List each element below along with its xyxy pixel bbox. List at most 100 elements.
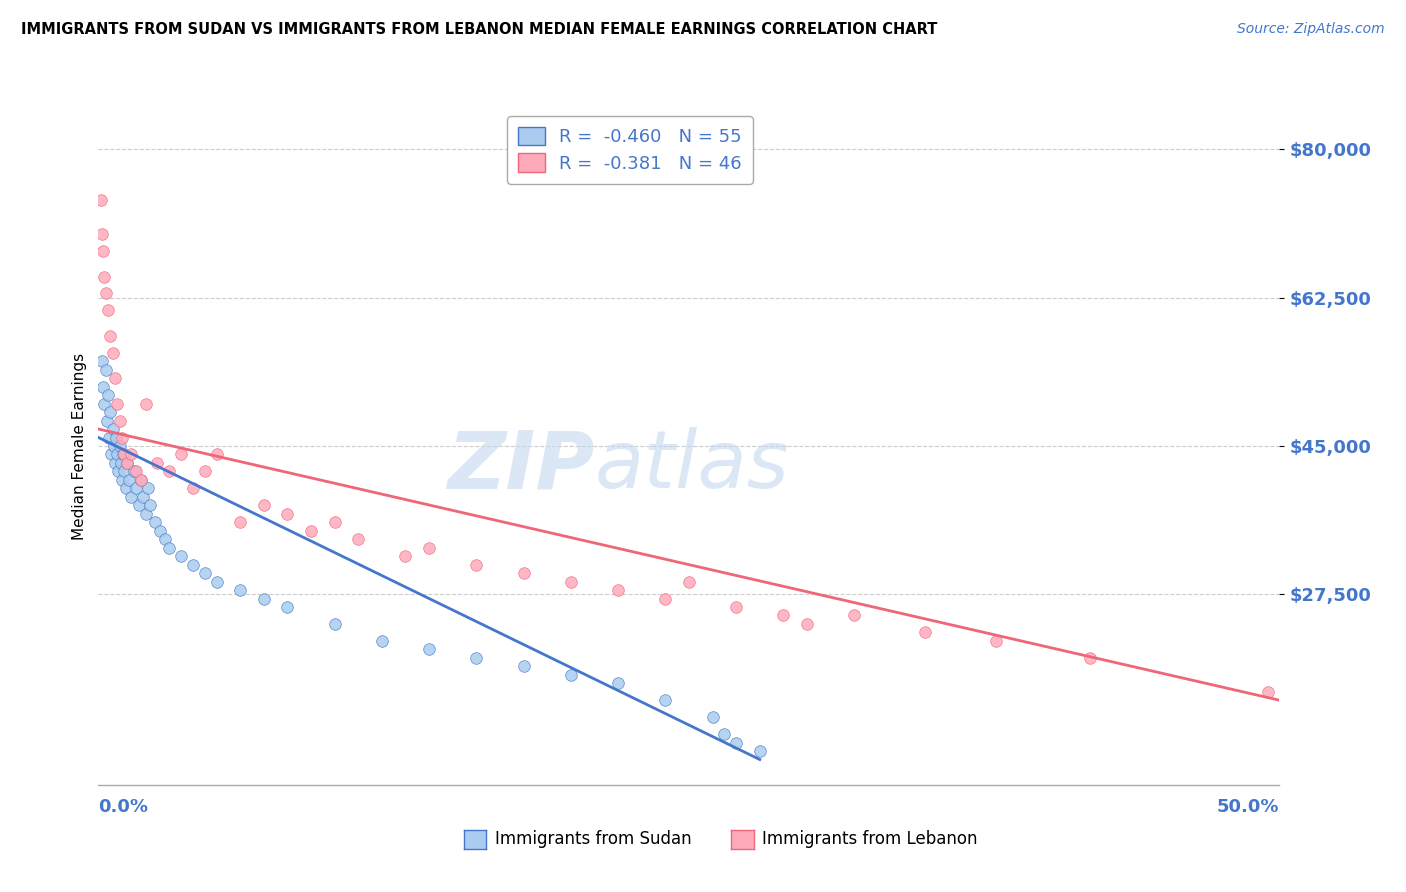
Point bbox=[170, 447, 193, 462]
Point bbox=[128, 498, 150, 512]
Point bbox=[371, 633, 394, 648]
Point bbox=[110, 456, 132, 470]
Text: 0.0%: 0.0% bbox=[98, 798, 149, 816]
Text: IMMIGRANTS FROM SUDAN VS IMMIGRANTS FROM LEBANON MEDIAN FEMALE EARNINGS CORRELAT: IMMIGRANTS FROM SUDAN VS IMMIGRANTS FROM… bbox=[21, 22, 938, 37]
Point bbox=[418, 642, 440, 657]
Point bbox=[607, 676, 630, 690]
Point bbox=[253, 591, 276, 606]
Point bbox=[194, 464, 217, 478]
Point bbox=[115, 456, 138, 470]
Point bbox=[91, 380, 114, 394]
Point bbox=[121, 447, 143, 462]
Point bbox=[276, 599, 298, 614]
Point bbox=[104, 456, 127, 470]
Point bbox=[97, 388, 120, 402]
Point bbox=[121, 490, 143, 504]
Point bbox=[205, 574, 228, 589]
Point bbox=[394, 549, 416, 564]
Point bbox=[1080, 651, 1102, 665]
Point bbox=[347, 532, 370, 546]
Text: Immigrants from Sudan: Immigrants from Sudan bbox=[495, 830, 692, 848]
Point bbox=[105, 447, 128, 462]
Point bbox=[323, 617, 346, 632]
Point bbox=[146, 456, 169, 470]
Point bbox=[90, 194, 112, 208]
Point bbox=[100, 447, 122, 462]
Point bbox=[772, 608, 794, 623]
Point bbox=[135, 507, 157, 521]
Point bbox=[108, 414, 131, 428]
Point bbox=[108, 439, 131, 453]
Point bbox=[94, 362, 117, 376]
Point bbox=[465, 651, 488, 665]
Legend: R =  -0.460   N = 55, R =  -0.381   N = 46: R = -0.460 N = 55, R = -0.381 N = 46 bbox=[508, 116, 752, 184]
Point bbox=[97, 303, 120, 318]
Point bbox=[323, 515, 346, 529]
Point bbox=[93, 269, 115, 284]
Point bbox=[115, 456, 138, 470]
Point bbox=[229, 515, 252, 529]
Point bbox=[205, 447, 228, 462]
Point bbox=[136, 482, 159, 496]
Point bbox=[98, 405, 121, 419]
Point bbox=[91, 354, 114, 368]
Point bbox=[94, 286, 117, 301]
Point bbox=[96, 414, 118, 428]
Point bbox=[122, 464, 145, 478]
Point bbox=[1257, 685, 1279, 699]
Point bbox=[194, 566, 217, 581]
Point bbox=[181, 558, 204, 572]
Point bbox=[139, 498, 162, 512]
Point bbox=[93, 396, 115, 410]
Point bbox=[796, 617, 818, 632]
Point bbox=[125, 464, 148, 478]
Point bbox=[181, 482, 204, 496]
Point bbox=[112, 447, 135, 462]
Point bbox=[143, 515, 166, 529]
Point bbox=[229, 583, 252, 598]
Point bbox=[607, 583, 630, 598]
Point bbox=[276, 507, 298, 521]
Point bbox=[702, 710, 724, 724]
Point bbox=[101, 422, 124, 436]
Point bbox=[112, 464, 135, 478]
Point bbox=[914, 625, 936, 640]
Point bbox=[654, 591, 676, 606]
Point bbox=[129, 473, 152, 487]
Point bbox=[844, 608, 866, 623]
Text: Source: ZipAtlas.com: Source: ZipAtlas.com bbox=[1237, 22, 1385, 37]
Point bbox=[105, 396, 128, 410]
Point bbox=[103, 439, 125, 453]
Point bbox=[512, 659, 534, 673]
Point bbox=[418, 541, 440, 555]
Point bbox=[170, 549, 193, 564]
Point bbox=[465, 558, 488, 572]
Point bbox=[105, 430, 128, 444]
Point bbox=[299, 524, 322, 538]
Point bbox=[104, 371, 127, 385]
Point bbox=[654, 693, 676, 707]
Point bbox=[101, 345, 124, 359]
Point bbox=[560, 574, 582, 589]
Text: Immigrants from Lebanon: Immigrants from Lebanon bbox=[762, 830, 977, 848]
Point bbox=[111, 473, 134, 487]
Point bbox=[725, 599, 748, 614]
Text: atlas: atlas bbox=[595, 427, 789, 506]
Point bbox=[125, 482, 148, 496]
Point bbox=[91, 227, 114, 241]
Point bbox=[98, 328, 121, 343]
Point bbox=[984, 633, 1007, 648]
Point bbox=[678, 574, 700, 589]
Point bbox=[98, 430, 121, 444]
Point bbox=[157, 464, 180, 478]
Point bbox=[129, 473, 152, 487]
Point bbox=[253, 498, 276, 512]
Point bbox=[132, 490, 155, 504]
Point bbox=[118, 473, 141, 487]
Point bbox=[560, 667, 582, 681]
Point bbox=[153, 532, 176, 546]
Point bbox=[725, 735, 748, 749]
Text: 50.0%: 50.0% bbox=[1218, 798, 1279, 816]
Y-axis label: Median Female Earnings: Median Female Earnings bbox=[72, 352, 87, 540]
Text: ZIP: ZIP bbox=[447, 427, 595, 506]
